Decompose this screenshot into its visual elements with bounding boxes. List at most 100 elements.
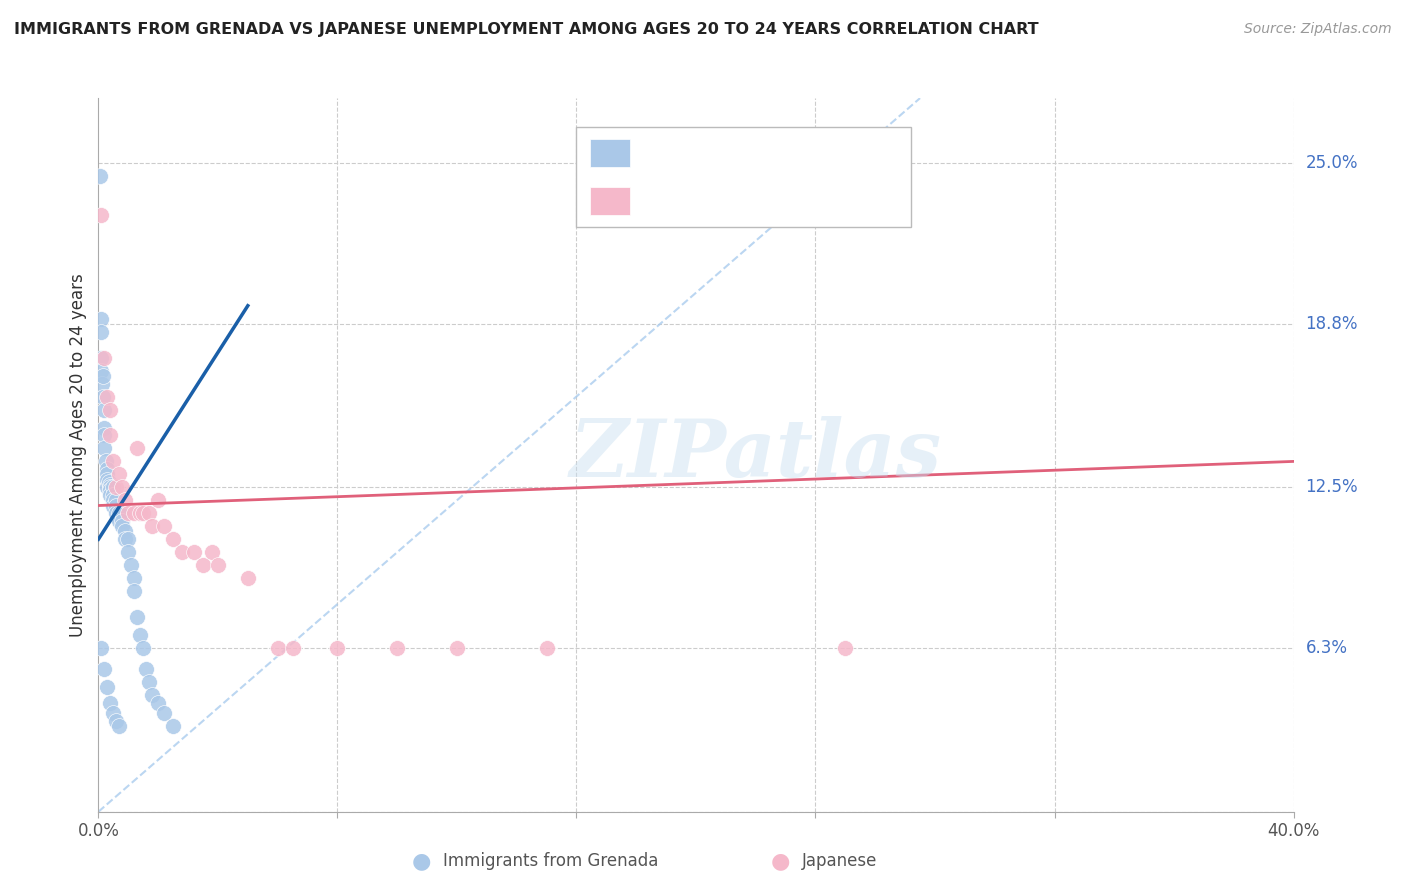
Point: [97, 475, 120, 490]
Point: [183, 545, 205, 559]
Point: [105, 493, 128, 508]
Point: [117, 545, 139, 559]
Point: [94, 454, 117, 468]
Point: [148, 493, 170, 508]
Point: [834, 641, 856, 656]
Point: [117, 533, 139, 547]
Point: [98, 480, 122, 494]
Point: [96, 390, 118, 404]
Point: [124, 571, 146, 585]
Point: [93, 662, 115, 676]
Point: [90, 641, 112, 656]
Point: [105, 480, 128, 494]
Y-axis label: Unemployment Among Ages 20 to 24 years: Unemployment Among Ages 20 to 24 years: [69, 273, 87, 637]
Point: [103, 493, 125, 508]
Point: [98, 488, 122, 502]
Point: [111, 514, 134, 528]
Point: [108, 467, 131, 482]
Point: [536, 641, 558, 656]
Text: ●: ●: [412, 851, 432, 871]
Point: [96, 680, 118, 694]
Text: Immigrants from Grenada: Immigrants from Grenada: [443, 852, 658, 870]
Point: [105, 506, 128, 520]
Point: [90, 311, 112, 326]
Point: [93, 420, 115, 434]
Point: [148, 696, 170, 710]
Point: [111, 506, 134, 520]
Text: 12.5%: 12.5%: [1305, 478, 1358, 496]
Point: [141, 519, 163, 533]
Point: [91, 390, 114, 404]
Point: [98, 483, 122, 497]
Point: [98, 402, 122, 417]
Point: [108, 506, 131, 520]
Text: 25.0%: 25.0%: [1305, 154, 1358, 172]
Point: [132, 641, 155, 656]
Point: [141, 688, 163, 702]
Point: [93, 428, 115, 442]
Point: [138, 675, 160, 690]
Point: [135, 662, 157, 676]
Text: Source: ZipAtlas.com: Source: ZipAtlas.com: [1244, 22, 1392, 37]
Point: [117, 506, 139, 520]
Point: [153, 519, 176, 533]
Point: [91, 376, 114, 391]
Point: [93, 442, 115, 456]
Point: [93, 351, 115, 365]
Point: [103, 488, 125, 502]
Point: [98, 696, 122, 710]
Point: [90, 363, 112, 377]
Point: [281, 641, 304, 656]
Point: [98, 428, 122, 442]
Point: [108, 514, 131, 528]
Text: ●: ●: [770, 851, 790, 871]
Point: [114, 493, 136, 508]
Point: [114, 533, 136, 547]
Point: [129, 628, 152, 642]
Point: [89, 169, 111, 183]
Point: [103, 454, 125, 468]
Point: [103, 706, 125, 720]
Point: [103, 499, 125, 513]
Text: ZIPatlas: ZIPatlas: [569, 417, 942, 493]
Text: Japanese: Japanese: [801, 852, 877, 870]
Point: [124, 584, 146, 599]
Point: [108, 511, 131, 525]
Point: [98, 477, 122, 491]
Point: [96, 473, 118, 487]
Point: [191, 558, 214, 573]
Point: [103, 480, 125, 494]
Point: [111, 519, 134, 533]
Point: [120, 558, 142, 573]
Point: [201, 545, 224, 559]
Point: [162, 533, 184, 547]
Point: [138, 506, 160, 520]
Point: [114, 524, 136, 539]
Point: [446, 641, 468, 656]
Point: [96, 480, 118, 494]
Point: [105, 499, 128, 513]
Point: [111, 480, 134, 494]
Point: [132, 506, 155, 520]
Point: [91, 368, 114, 383]
Point: [93, 402, 115, 417]
Point: [236, 571, 259, 585]
Point: [172, 545, 194, 559]
Point: [105, 714, 128, 728]
Point: [124, 506, 146, 520]
Point: [90, 351, 112, 365]
Point: [127, 610, 149, 624]
Point: [207, 558, 229, 573]
Point: [385, 641, 409, 656]
Point: [326, 641, 349, 656]
Text: IMMIGRANTS FROM GRENADA VS JAPANESE UNEMPLOYMENT AMONG AGES 20 TO 24 YEARS CORRE: IMMIGRANTS FROM GRENADA VS JAPANESE UNEM…: [14, 22, 1039, 37]
Point: [127, 442, 149, 456]
Text: 6.3%: 6.3%: [1305, 640, 1347, 657]
Point: [108, 719, 131, 733]
Point: [96, 462, 118, 476]
Point: [153, 706, 176, 720]
Point: [129, 506, 152, 520]
Point: [267, 641, 290, 656]
Point: [162, 719, 184, 733]
Point: [96, 467, 118, 482]
